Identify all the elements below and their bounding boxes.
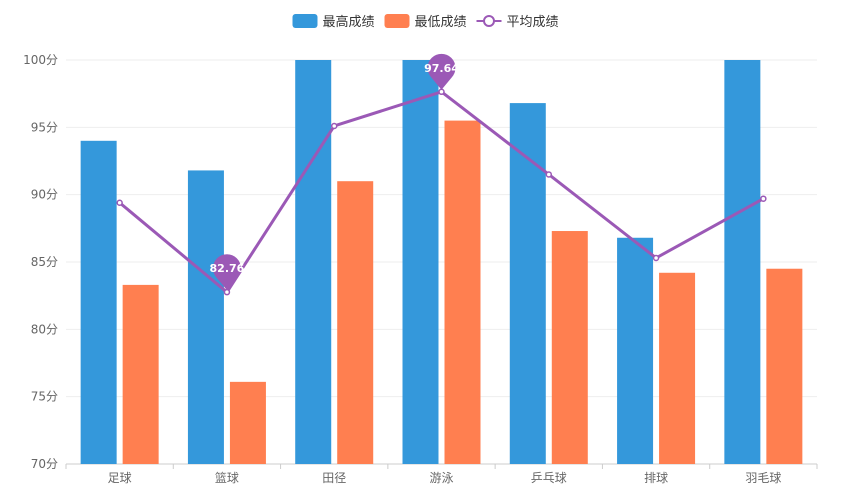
x-tick-label: 游泳 — [429, 471, 453, 485]
x-tick-label: 排球 — [644, 471, 668, 485]
bar-min-6[interactable] — [766, 268, 803, 464]
y-tick-label: 95分 — [31, 120, 58, 134]
bar-max-2[interactable] — [295, 60, 332, 464]
bar-max-6[interactable] — [724, 60, 761, 464]
mark-point-pin — [427, 53, 456, 90]
y-tick-label: 85分 — [31, 255, 58, 269]
average-point-4[interactable] — [545, 171, 553, 178]
bar-max-0[interactable] — [80, 140, 117, 465]
x-tick-label: 篮球 — [215, 470, 239, 485]
legend-swatch — [292, 14, 318, 28]
legend-label: 最高成绩 — [323, 14, 375, 30]
mark-points: 82.76 97.64 — [210, 53, 459, 291]
legend-item-0[interactable]: 最高成绩 — [292, 14, 375, 30]
average-point-2[interactable] — [330, 122, 338, 130]
legend-item-2[interactable]: 平均成绩 — [476, 15, 559, 30]
average-point-0[interactable] — [116, 199, 123, 206]
y-tick-label: 70分 — [31, 457, 58, 471]
bar-min-2[interactable] — [337, 181, 374, 464]
y-tick-label: 100分 — [23, 53, 58, 67]
x-tick-label: 羽毛球 — [745, 471, 781, 485]
mark-point-label: 82.76 — [210, 262, 245, 275]
mark-point-1[interactable]: 97.64 — [424, 53, 459, 90]
bar-min-3[interactable] — [444, 120, 481, 464]
y-tick-label: 75分 — [31, 390, 58, 404]
bar-max-4[interactable] — [509, 103, 546, 465]
mark-point-pin — [212, 254, 241, 291]
bar-min-1[interactable] — [229, 381, 266, 464]
y-tick-label: 90分 — [31, 188, 58, 202]
mark-point-label: 97.64 — [424, 62, 459, 75]
legend-label: 平均成绩 — [507, 15, 559, 30]
bar-max-5[interactable] — [617, 237, 654, 464]
bar-min-5[interactable] — [659, 272, 696, 464]
average-point-6[interactable] — [760, 195, 767, 202]
bars — [80, 60, 803, 465]
average-point-3[interactable] — [438, 88, 445, 96]
average-point-5[interactable] — [652, 254, 660, 262]
bar-min-4[interactable] — [551, 231, 588, 464]
legend: 最高成绩 最低成绩 平均成绩 — [292, 14, 559, 30]
mark-point-0[interactable]: 82.76 — [210, 254, 245, 291]
y-tick-label: 80分 — [31, 322, 58, 336]
x-tick-label: 乒乓球 — [531, 471, 567, 485]
x-tick-label: 田径 — [322, 471, 346, 485]
average-point-1[interactable] — [223, 288, 231, 296]
grid — [66, 59, 817, 398]
legend-item-1[interactable]: 最低成绩 — [384, 14, 467, 30]
bar-min-0[interactable] — [122, 284, 159, 464]
legend-label: 最低成绩 — [415, 15, 467, 30]
legend-line-marker — [483, 15, 495, 27]
x-tick-label: 足球 — [108, 471, 132, 485]
bar-max-1[interactable] — [187, 170, 224, 464]
average-line — [116, 88, 767, 296]
bar-max-3[interactable] — [402, 60, 439, 464]
legend-swatch — [384, 14, 410, 28]
